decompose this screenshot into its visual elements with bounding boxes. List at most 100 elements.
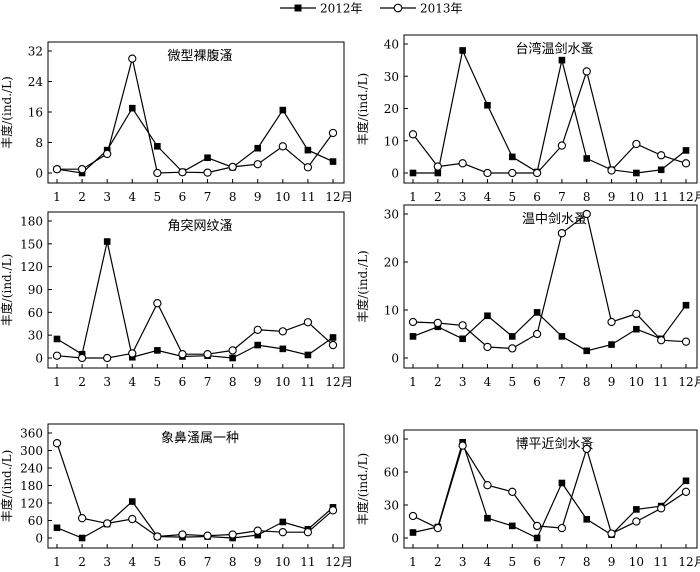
point-2012	[459, 47, 466, 54]
point-2013	[483, 168, 492, 178]
point-2013	[228, 346, 237, 355]
y-tick-label: 150	[20, 237, 43, 251]
y-tick-label: 30	[384, 499, 399, 513]
point-2012	[254, 531, 262, 539]
point-2013	[681, 337, 691, 346]
series-line-2013	[57, 58, 334, 174]
point-2012	[459, 335, 466, 343]
x-unit-label: 月	[694, 190, 700, 204]
point-2013	[203, 168, 212, 177]
point-2013	[128, 349, 137, 358]
x-tick-label: 10	[275, 555, 290, 569]
y-tick-label: 10	[384, 304, 399, 318]
x-tick-label: 3	[459, 375, 467, 389]
point-2013	[228, 530, 237, 539]
legend-label-2013: 2013年	[420, 2, 463, 16]
point-2013	[657, 336, 666, 345]
x-tick-label: 2	[78, 375, 86, 389]
x-tick-label: 7	[204, 555, 212, 569]
point-2013	[153, 168, 162, 178]
chart-panel-2: 010203040123456789101112月台湾温剑水蚤丰度/(ind./…	[355, 34, 700, 204]
y-tick-label: 0	[35, 532, 43, 546]
x-tick-label: 3	[459, 555, 467, 569]
point-2012	[633, 325, 640, 333]
point-2012	[229, 354, 236, 362]
x-tick-label: 3	[103, 190, 111, 204]
chart-title: 微型裸腹溞	[167, 48, 232, 64]
y-tick-label: 30	[384, 208, 399, 222]
point-2013	[228, 162, 237, 172]
y-tick-label: 30	[28, 329, 43, 343]
x-tick-label: 10	[629, 375, 644, 389]
point-2012	[304, 146, 312, 154]
x-tick-label: 8	[229, 375, 237, 389]
point-2013	[103, 149, 112, 159]
x-tick-label: 1	[53, 375, 61, 389]
point-2013	[253, 325, 262, 334]
series-line-2012	[412, 304, 687, 352]
point-2013	[52, 351, 62, 360]
x-tick-label: 11	[300, 375, 315, 389]
x-tick-label: 1	[409, 375, 417, 389]
x-tick-label: 8	[229, 555, 237, 569]
point-2013	[103, 353, 112, 363]
x-unit-label: 月	[341, 555, 353, 569]
point-2012	[279, 106, 287, 114]
x-tick-label: 2	[78, 555, 86, 569]
x-tick-label: 8	[583, 555, 591, 569]
chart-title: 台湾温剑水蚤	[515, 41, 593, 57]
point-2012	[409, 333, 417, 340]
point-2013	[408, 317, 418, 327]
x-tick-label: 8	[583, 190, 591, 204]
x-tick-label: 9	[254, 555, 262, 569]
x-tick-label: 10	[275, 190, 290, 204]
point-2013	[607, 317, 616, 327]
x-tick-label: 1	[409, 190, 417, 204]
x-tick-label: 9	[254, 190, 262, 204]
point-2013	[77, 165, 87, 174]
x-tick-label: 3	[103, 555, 111, 569]
point-2012	[508, 522, 516, 530]
point-2013	[657, 151, 666, 160]
series-line-2012	[56, 241, 334, 359]
x-tick-label: 6	[179, 375, 187, 389]
x-tick-label: 4	[484, 555, 492, 569]
y-tick-label: 180	[20, 479, 43, 493]
point-2012	[128, 104, 136, 112]
point-2012	[254, 341, 262, 349]
y-tick-label: 20	[384, 102, 399, 116]
x-tick-label: 1	[53, 555, 61, 569]
point-2013	[278, 327, 287, 336]
x-tick-label: 10	[275, 375, 290, 389]
point-2012	[583, 155, 591, 162]
x-tick-label: 10	[629, 555, 644, 569]
point-2012	[657, 166, 665, 174]
point-2012	[484, 312, 491, 320]
x-tick-label: 12	[325, 555, 340, 569]
point-2013	[483, 342, 492, 352]
series-line-2012	[56, 500, 334, 539]
y-tick-label: 10	[384, 134, 399, 148]
point-2012	[682, 301, 690, 309]
plot-frame	[403, 204, 698, 369]
series-line-2012	[412, 440, 687, 539]
x-tick-label: 11	[654, 375, 669, 389]
series-line-2012	[56, 107, 334, 174]
point-2012	[682, 477, 690, 485]
x-tick-label: 9	[608, 375, 616, 389]
plot-frame	[403, 429, 698, 549]
x-tick-label: 2	[434, 190, 442, 204]
point-2012	[279, 518, 287, 526]
point-2013	[103, 519, 112, 528]
point-2013	[178, 350, 187, 359]
point-2012	[434, 169, 442, 177]
x-tick-label: 2	[78, 190, 86, 204]
x-tick-label: 12	[678, 190, 693, 204]
point-2013	[582, 67, 591, 76]
point-2013	[278, 528, 287, 537]
point-2013	[408, 511, 418, 521]
point-2013	[582, 209, 591, 219]
point-2013	[607, 529, 616, 538]
x-tick-label: 3	[459, 190, 467, 204]
